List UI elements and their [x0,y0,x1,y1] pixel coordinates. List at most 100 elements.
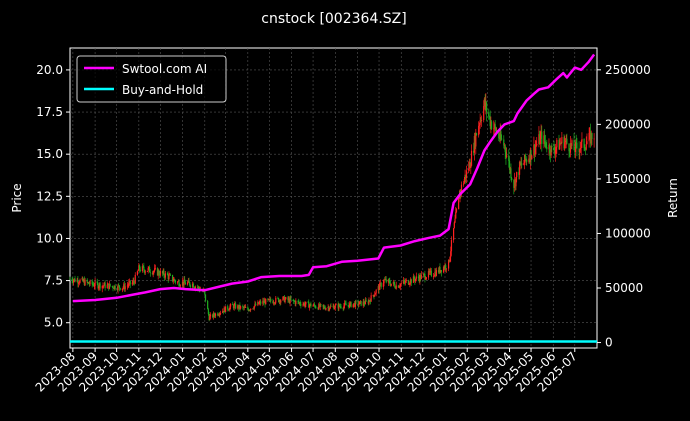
candle-body [147,268,149,272]
candle-body [234,303,236,305]
candle-body [430,270,432,277]
candle-body [442,267,445,273]
candle-body [543,135,545,144]
candle-body [554,149,557,154]
candle-body [419,275,421,282]
candle-body [505,151,507,158]
candle-body [420,274,422,279]
candle-body [435,271,437,276]
candle-body [138,265,141,270]
candle-body [410,279,412,283]
candle-body [347,305,349,307]
candle-body [91,280,93,285]
candle-body [131,282,133,285]
candle-body [159,271,161,276]
candle-body [213,313,215,316]
candle-body [541,131,543,144]
candle-body [103,285,105,287]
candle-body [520,163,522,165]
candle-body [278,298,280,303]
candle-body [218,314,220,316]
candle-body [164,273,166,278]
candle-body [570,143,572,146]
candle-body [389,280,391,284]
candle-body [255,303,257,306]
candle-body [546,147,548,150]
candle-body [556,139,558,148]
candle-body [563,137,565,149]
candle-body [172,280,174,282]
candle-body [257,301,260,305]
candle-body [268,298,270,300]
candle-body [404,281,406,283]
candle-body [232,305,235,309]
candle-body [228,309,230,311]
candle-body [392,282,394,284]
candle-body [584,148,587,150]
candle-body [480,120,483,121]
candle-body [384,279,386,281]
candle-body [350,302,352,308]
candle-body [250,308,252,311]
candle-body [485,102,488,113]
candle-body [166,273,169,276]
candle-body [495,127,497,133]
candle-body [438,266,440,273]
candle-body [523,154,526,163]
candle-body [433,275,435,277]
candle-body [233,304,235,309]
price-tick-label: 20.0 [36,63,63,77]
candle-body [591,133,593,140]
candle-body [455,212,457,219]
candle-body [317,307,319,310]
candle-body [171,274,174,281]
candle-body [380,282,382,287]
candle-body [113,288,115,290]
candle-body [224,306,227,313]
candle-body [395,285,397,289]
candle-body [254,303,256,306]
candle-body [352,304,354,308]
candle-body [344,303,346,306]
y2-axis-label: Return [666,178,680,218]
candle-body [169,274,171,276]
candle-body [439,266,441,273]
candle-body [560,143,562,145]
candle-body [222,311,224,313]
candle-body [287,297,289,301]
candle-body [89,280,91,285]
candle-body [458,196,460,199]
price-candles [69,93,595,322]
return-series [70,53,597,343]
candle-body [354,301,356,307]
candle-body [104,282,106,288]
candle-body [377,286,379,290]
candle-body [427,271,430,278]
candle-body [354,303,356,307]
candle-body [449,257,451,262]
candle-body [402,280,405,284]
candle-body [112,286,114,289]
candle-body [558,139,560,150]
candle-body [335,304,337,306]
candle-body [510,168,512,178]
candle-body [303,303,306,306]
candle-body [158,270,160,275]
candle-body [379,282,382,284]
candle-body [488,112,490,117]
candle-body [102,285,104,287]
candle-body [450,240,453,252]
candle-body [258,302,260,305]
candle-body [242,307,245,308]
legend-label-swtool: Swtool.com AI [122,62,207,76]
candle-body [262,300,265,303]
candle-body [559,143,562,145]
candle-body [480,120,482,121]
candle-body [530,150,532,160]
candle-body [318,304,320,310]
candle-body [88,283,90,285]
candle-body [239,304,241,309]
candle-body [483,98,486,107]
candle-body [84,279,86,286]
candle-body [232,304,234,306]
